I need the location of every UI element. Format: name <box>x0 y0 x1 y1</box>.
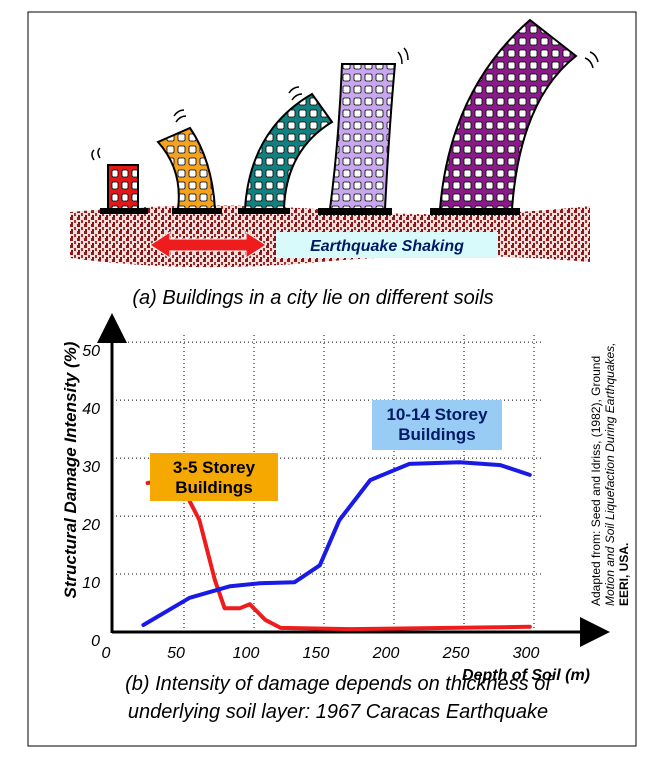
y-tick-label: 50 <box>82 343 100 360</box>
legend-line: 3-5 Storey <box>173 458 256 477</box>
y-tick-label: 20 <box>81 517 100 534</box>
x-tick-label: 50 <box>167 645 185 662</box>
building <box>158 128 215 209</box>
credit-line: EERI, USA. <box>617 543 631 606</box>
building <box>440 20 576 209</box>
y-tick-label: 30 <box>82 459 100 476</box>
x-tick-label: 0 <box>102 645 111 662</box>
illustration: Earthquake Shaking (a) Buildings in a ci… <box>70 20 598 309</box>
y-tick-label: 10 <box>82 575 100 592</box>
credit-line: Motion and Soil Liquefaction During Eart… <box>603 343 617 607</box>
x-tick-label: 100 <box>233 645 260 662</box>
y-tick-label: 40 <box>82 401 100 418</box>
y-axis-label: Structural Damage Intensity (%) <box>61 341 80 598</box>
building <box>330 64 395 209</box>
legend-line: 10-14 Storey <box>386 405 488 424</box>
building <box>245 94 332 209</box>
chart-title: (b) Intensity of damage depends on thick… <box>125 673 553 695</box>
x-tick-label: 300 <box>513 645 540 662</box>
data-line <box>148 480 530 629</box>
chart-title: underlying soil layer: 1967 Caracas Eart… <box>128 701 548 723</box>
y-tick-label: 0 <box>91 633 100 650</box>
caption: (a) Buildings in a city lie on different… <box>132 287 493 309</box>
illustration-label: Earthquake Shaking <box>310 238 464 255</box>
building <box>108 165 138 209</box>
credit-line: Adapted from: Seed and Idriss, (1982), G… <box>589 356 603 606</box>
figure: Earthquake Shaking (a) Buildings in a ci… <box>0 0 648 758</box>
legend-line: Buildings <box>175 478 252 497</box>
x-tick-label: 150 <box>303 645 330 662</box>
x-tick-label: 250 <box>442 645 470 662</box>
x-tick-label: 200 <box>372 645 400 662</box>
legend-line: Buildings <box>398 425 475 444</box>
